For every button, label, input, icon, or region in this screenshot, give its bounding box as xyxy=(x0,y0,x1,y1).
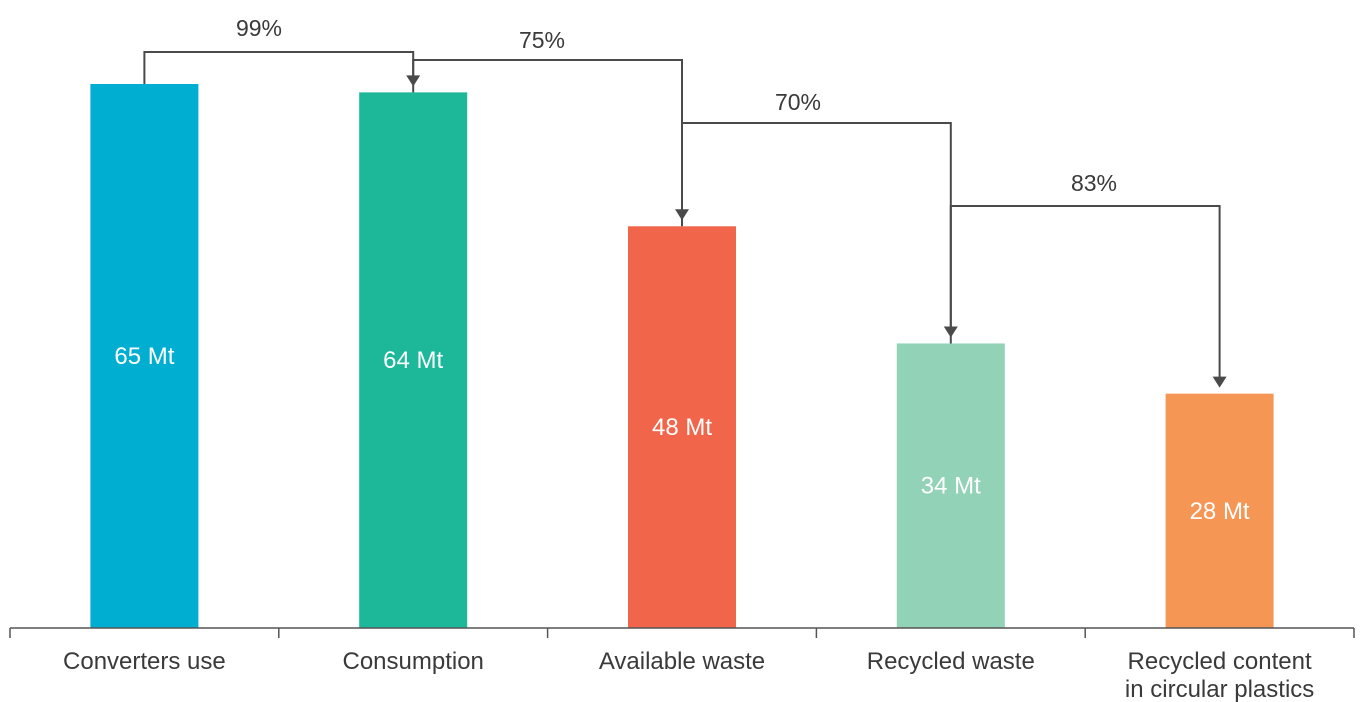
category-label-2: Consumption xyxy=(342,648,483,675)
category-label-5: Recycled content in circular plastics xyxy=(1125,648,1314,702)
connector-4 xyxy=(949,205,1221,379)
value-label-1: 65 Mt xyxy=(114,343,174,370)
value-label-3: 48 Mt xyxy=(652,414,712,441)
value-label-5: 28 Mt xyxy=(1190,498,1250,525)
labels: 65 Mt 64 Mt 48 Mt 34 Mt 28 Mt Converters use C… xyxy=(63,15,1314,702)
value-label-2: 64 Mt xyxy=(383,347,443,374)
category-label-4: Recycled waste xyxy=(867,648,1035,675)
arrow-head-icon xyxy=(1212,376,1227,388)
bars xyxy=(90,84,1274,628)
value-label-4: 34 Mt xyxy=(921,473,981,500)
transition-label-4: 83% xyxy=(1071,170,1117,196)
x-axis xyxy=(9,627,1355,638)
bar-4 xyxy=(896,343,1005,628)
bar-5 xyxy=(1165,393,1274,628)
transition-label-1: 99% xyxy=(236,15,282,41)
transition-label-3: 70% xyxy=(775,89,821,115)
bar-3 xyxy=(628,226,736,628)
connectors xyxy=(143,51,1227,388)
category-label-1: Converters use xyxy=(63,648,226,675)
bar-1 xyxy=(90,84,199,628)
connector-1 xyxy=(143,51,415,84)
category-label-3: Available waste xyxy=(599,648,765,675)
transition-label-2: 75% xyxy=(519,27,565,53)
bar-2 xyxy=(359,92,468,628)
